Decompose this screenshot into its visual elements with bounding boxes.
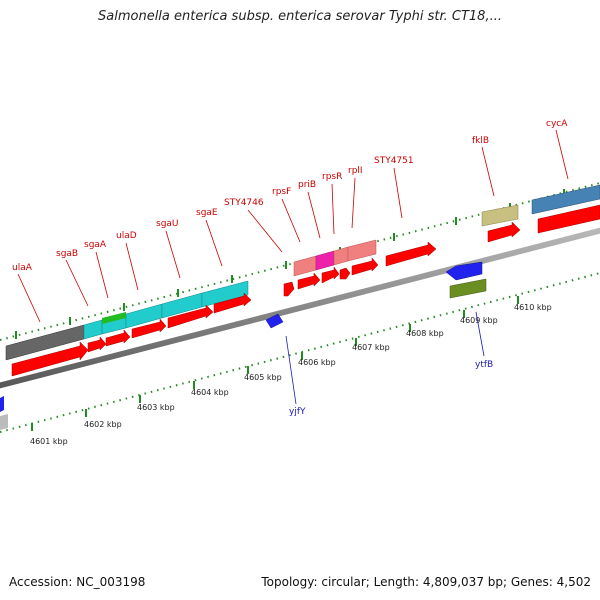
fklB-feature[interactable] [481, 204, 519, 227]
rpsF-feature[interactable] [293, 255, 317, 277]
kbp-label-4609: 4609 kbp [460, 316, 498, 325]
genome-summary-text: Topology: circular; Length: 4,809,037 bp… [261, 575, 591, 589]
cycA-feature[interactable] [531, 184, 600, 215]
kbp-label-4608: 4608 kbp [406, 329, 444, 338]
left-edge-blue-feature[interactable] [0, 396, 4, 412]
sgaE-feature[interactable] [201, 280, 249, 308]
priB-feature[interactable] [315, 250, 335, 271]
rpsR-feature[interactable] [333, 246, 349, 266]
gene-label-sgaA: sgaA [84, 240, 107, 250]
gene-label-ytfB: ytfB [475, 360, 493, 370]
yjfY-feature[interactable] [265, 313, 284, 329]
gene-label-fklB: fklB [472, 136, 489, 146]
gene-label-rplI: rplI [348, 166, 363, 176]
kbp-label-4610: 4610 kbp [514, 303, 552, 312]
gene-label-ulaA: ulaA [12, 263, 33, 273]
gene-label-sgaU: sgaU [156, 219, 179, 229]
genome-backbone [0, 227, 600, 389]
kbp-label-4607: 4607 kbp [352, 343, 390, 352]
rplI-feature[interactable] [347, 239, 377, 262]
ytfB-feature[interactable] [445, 261, 483, 281]
plus-cds-arrows[interactable] [11, 204, 600, 377]
kbp-label-4605: 4605 kbp [244, 373, 282, 382]
lower-major-ticks [31, 296, 519, 431]
gene-label-sgaB: sgaB [56, 249, 78, 259]
kbp-label-4603: 4603 kbp [137, 403, 175, 412]
minus-leader-lines [285, 311, 485, 405]
gene-label-yjfY: yjfY [289, 407, 306, 417]
gene-label-ulaD: ulaD [116, 231, 137, 241]
sgaB-feature[interactable] [83, 319, 103, 340]
gene-label-priB: priB [298, 180, 316, 190]
gene-label-rpsR: rpsR [322, 172, 342, 182]
gene-label-STY4746: STY4746 [224, 198, 264, 208]
kbp-label-4601: 4601 kbp [30, 437, 68, 446]
gene-label-sgaE: sgaE [196, 208, 218, 218]
kbp-label-4604: 4604 kbp [191, 388, 229, 397]
map-title: Salmonella enterica subsp. enterica sero… [98, 9, 502, 24]
kbp-label-4606: 4606 kbp [298, 358, 336, 367]
gene-label-rpsF: rpsF [272, 187, 291, 197]
plus-leader-lines [17, 129, 569, 323]
accession-text: Accession: NC_003198 [9, 575, 146, 589]
sgaA-green-feature[interactable] [102, 312, 126, 324]
ytfB-olive-feature[interactable] [449, 278, 487, 299]
gene-label-STY4751: STY4751 [374, 156, 414, 166]
gene-label-cycA: cycA [546, 119, 568, 129]
kbp-label-4602: 4602 kbp [84, 420, 122, 429]
left-edge-gray-feature[interactable] [0, 414, 8, 430]
